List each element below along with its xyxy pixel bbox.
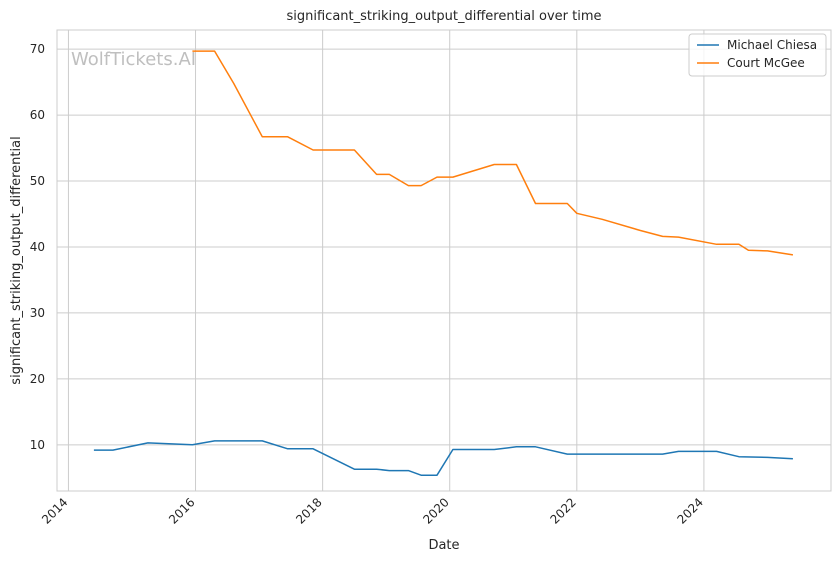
- legend-box: [688, 33, 827, 77]
- y-axis-title: significant_striking_output_differential: [9, 136, 24, 384]
- y-tick-label: 60: [30, 108, 45, 122]
- legend-label-michael-chiesa: Michael Chiesa: [727, 38, 817, 52]
- y-tick-label: 40: [30, 240, 45, 254]
- legend-label-court-mcgee: Court McGee: [727, 56, 805, 70]
- plot-frame: [56, 29, 832, 492]
- y-tick-label: 20: [30, 372, 45, 386]
- x-axis-title: Date: [428, 538, 459, 553]
- series-layer: [93, 50, 794, 476]
- watermark-text: WolfTickets.AI: [71, 49, 196, 70]
- y-tick-label: 50: [30, 174, 45, 188]
- legend: Michael Chiesa Court McGee: [688, 33, 827, 77]
- y-tick-label: 30: [30, 306, 45, 320]
- series-line-court-mcgee: [192, 50, 794, 256]
- series-line-michael-chiesa: [93, 440, 793, 476]
- y-tick-label: 70: [30, 42, 45, 56]
- y-tick-label: 10: [30, 438, 45, 452]
- chart-title: significant_striking_output_differential…: [287, 9, 602, 24]
